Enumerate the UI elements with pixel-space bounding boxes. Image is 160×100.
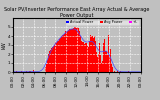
Bar xyxy=(88,47,89,72)
Bar xyxy=(30,71,31,72)
Bar xyxy=(89,42,90,72)
Bar xyxy=(29,71,30,72)
Bar xyxy=(52,47,53,72)
Bar xyxy=(57,41,58,72)
Bar xyxy=(78,28,79,72)
Bar xyxy=(104,39,105,72)
Bar xyxy=(103,43,104,72)
Bar xyxy=(71,29,72,72)
Bar xyxy=(84,44,85,72)
Bar xyxy=(76,28,77,72)
Bar xyxy=(73,28,74,72)
Bar xyxy=(81,41,82,72)
Bar xyxy=(107,55,108,72)
Bar xyxy=(79,31,80,72)
Bar xyxy=(80,36,81,72)
Bar xyxy=(51,48,52,72)
Legend: Actual Power, Avg Power, +/-: Actual Power, Avg Power, +/- xyxy=(66,20,139,25)
Bar xyxy=(63,35,64,72)
Bar xyxy=(53,46,54,72)
Bar xyxy=(56,43,57,72)
Bar xyxy=(54,45,55,72)
Bar xyxy=(83,42,84,72)
Bar xyxy=(59,39,60,72)
Bar xyxy=(97,56,98,72)
Bar xyxy=(49,51,50,72)
Bar xyxy=(99,43,100,72)
Bar xyxy=(46,64,47,72)
Bar xyxy=(105,51,106,72)
Bar xyxy=(58,41,59,72)
Bar xyxy=(72,29,73,72)
Bar xyxy=(90,35,91,72)
Bar xyxy=(50,50,51,72)
Y-axis label: kW: kW xyxy=(1,41,6,49)
Bar xyxy=(95,41,96,72)
Bar xyxy=(101,63,102,72)
Bar xyxy=(16,71,17,72)
Bar xyxy=(26,71,27,72)
Bar xyxy=(74,27,75,72)
Bar xyxy=(82,42,83,72)
Bar xyxy=(87,45,88,72)
Bar xyxy=(21,71,22,72)
Bar xyxy=(108,35,109,72)
Bar xyxy=(45,67,46,72)
Bar xyxy=(91,36,92,72)
Bar xyxy=(69,29,70,72)
Bar xyxy=(109,57,110,72)
Bar xyxy=(70,29,71,72)
Bar xyxy=(85,43,86,72)
Bar xyxy=(68,30,69,72)
Bar xyxy=(64,34,65,72)
Bar xyxy=(128,71,129,72)
Bar xyxy=(65,31,66,72)
Bar xyxy=(61,36,62,72)
Bar xyxy=(92,36,93,72)
Bar xyxy=(111,63,112,72)
Bar xyxy=(86,43,87,72)
Bar xyxy=(77,27,78,72)
Bar xyxy=(112,67,113,72)
Bar xyxy=(110,49,111,72)
Bar xyxy=(47,60,48,72)
Bar xyxy=(67,31,68,72)
Bar xyxy=(106,51,107,72)
Bar xyxy=(93,38,94,72)
Bar xyxy=(117,71,118,72)
Bar xyxy=(98,54,99,72)
Bar xyxy=(120,71,121,72)
Bar xyxy=(75,27,76,72)
Bar xyxy=(94,36,95,72)
Bar xyxy=(48,54,49,72)
Bar xyxy=(33,70,34,72)
Bar xyxy=(102,61,103,72)
Title: Solar PV/Inverter Performance East Array Actual & Average Power Output: Solar PV/Inverter Performance East Array… xyxy=(4,7,149,18)
Bar xyxy=(55,42,56,72)
Bar xyxy=(96,52,97,72)
Bar xyxy=(66,32,67,72)
Bar xyxy=(62,35,63,72)
Bar xyxy=(100,55,101,72)
Bar xyxy=(60,38,61,72)
